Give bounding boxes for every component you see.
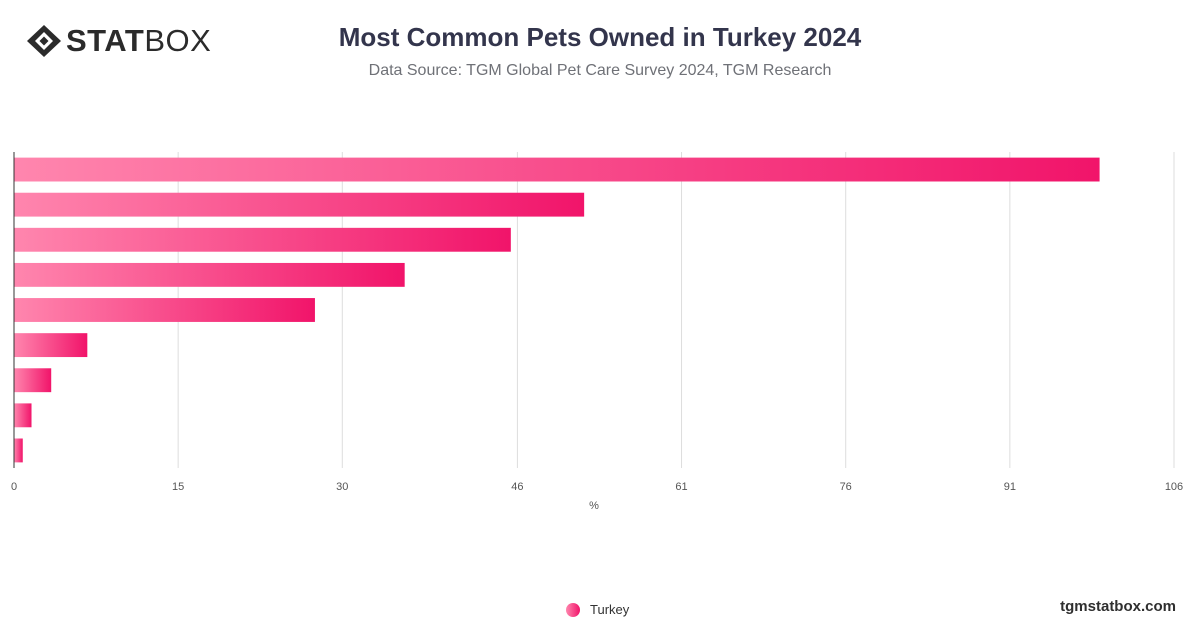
- legend-swatch: [566, 602, 580, 617]
- legend[interactable]: Turkey: [566, 602, 629, 617]
- x-tick-label: 76: [840, 481, 852, 493]
- x-tick-labels: 0 15 30 46 61 76 91 106: [11, 481, 1183, 493]
- chart-subtitle: Data Source: TGM Global Pet Care Survey …: [368, 62, 832, 79]
- bar[interactable]: [14, 333, 88, 358]
- x-tick-label: 15: [172, 481, 184, 493]
- x-tick-label: 0: [11, 481, 17, 493]
- x-axis-label: %: [589, 500, 599, 512]
- logo-wordmark-light: BOX: [144, 23, 212, 58]
- legend-label: Turkey: [590, 602, 630, 617]
- x-tick-label: 91: [1004, 481, 1016, 493]
- bar[interactable]: [14, 157, 1100, 182]
- x-tick-label: 30: [336, 481, 348, 493]
- bar[interactable]: [14, 298, 315, 322]
- x-tick-label: 46: [511, 481, 523, 493]
- bar[interactable]: [14, 227, 511, 252]
- footer-brand: tgmstatbox.com: [1060, 598, 1176, 615]
- bar[interactable]: [14, 403, 32, 428]
- chart-title: Most Common Pets Owned in Turkey 2024: [338, 22, 862, 52]
- statbox-logo: STATBOX: [26, 24, 211, 58]
- bar[interactable]: [14, 192, 585, 217]
- bar[interactable]: [14, 368, 52, 393]
- statbox-logo-icon: [27, 25, 61, 57]
- bar[interactable]: [14, 262, 405, 287]
- logo-wordmark: STATBOX: [66, 24, 211, 58]
- bars: [14, 157, 1100, 463]
- x-tick-label: 61: [675, 481, 687, 493]
- bar[interactable]: [14, 438, 23, 463]
- x-tick-label: 106: [1165, 481, 1183, 493]
- logo-wordmark-bold: STAT: [66, 23, 145, 58]
